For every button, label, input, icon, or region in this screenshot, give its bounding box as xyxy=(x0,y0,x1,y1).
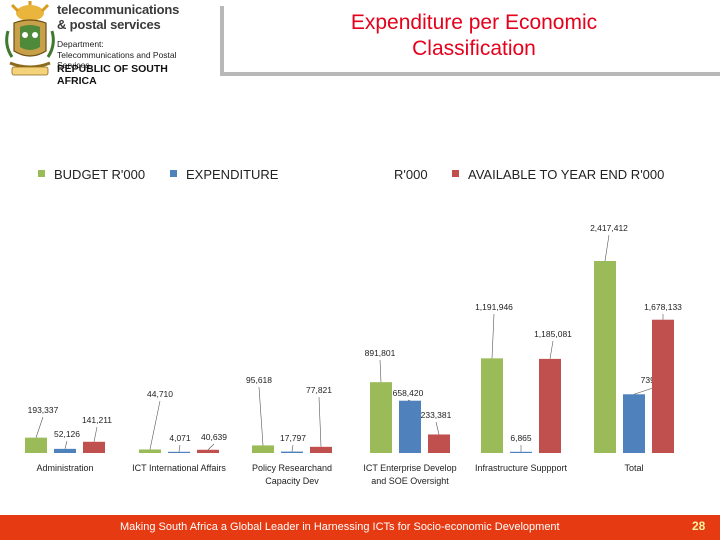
category-label-3-1: and SOE Oversight xyxy=(371,476,449,486)
data-label-budget-0: 193,337 xyxy=(28,405,59,415)
bar-expenditure-5 xyxy=(623,394,645,453)
category-label-5-0: Total xyxy=(624,463,643,473)
legend-label-expenditure-unit: R'000 xyxy=(394,167,428,182)
leader-line-expenditure-2 xyxy=(291,444,294,452)
slide-title: Expenditure per Economic Classification xyxy=(220,6,720,76)
bar-expenditure-2 xyxy=(281,451,303,453)
leader-line-budget-0 xyxy=(35,416,44,438)
bar-budget-5 xyxy=(594,261,616,453)
legend-item-budget: BUDGET R'000 xyxy=(38,167,145,182)
bar-available-5 xyxy=(652,319,674,453)
data-label-available-3: 233,381 xyxy=(421,410,452,420)
coat-of-arms-icon xyxy=(5,1,55,76)
leader-line-available-0 xyxy=(93,426,98,442)
bar-available-4 xyxy=(539,358,561,453)
bar-expenditure-1 xyxy=(168,451,190,453)
leader-line-budget-2 xyxy=(258,386,264,446)
legend-item-available: AVAILABLE TO YEAR END R'000 xyxy=(452,167,664,182)
bar-available-3 xyxy=(428,434,450,453)
title-line-1: Expenditure per Economic xyxy=(350,11,598,34)
leader-line-available-4 xyxy=(549,340,554,359)
legend-item-expenditure: EXPENDITURE xyxy=(170,167,278,182)
legend-swatch-budget xyxy=(38,170,45,177)
data-label-available-0: 141,211 xyxy=(82,415,112,425)
department-name: Telecommunications and Postal Services xyxy=(57,50,177,70)
leader-line-budget-3 xyxy=(379,359,382,383)
data-label-budget-3: 891,801 xyxy=(365,348,396,358)
bar-budget-0 xyxy=(25,437,47,453)
legend-swatch-expenditure xyxy=(170,170,177,177)
bar-expenditure-4 xyxy=(510,451,532,453)
leader-line-expenditure-3 xyxy=(407,399,411,401)
data-label-available-1: 40,639 xyxy=(201,432,227,442)
leader-line-budget-4 xyxy=(491,313,495,359)
data-label-expenditure-4: 6,865 xyxy=(510,433,532,443)
legend-label-budget: BUDGET R'000 xyxy=(54,167,146,182)
page-number: 28 xyxy=(692,519,706,533)
data-label-expenditure-3: 658,420 xyxy=(393,388,424,398)
data-label-budget-2: 95,618 xyxy=(246,375,272,385)
data-label-available-5: 1,678,133 xyxy=(644,302,682,312)
legend-swatch-available xyxy=(452,170,459,177)
leader-line-available-2 xyxy=(318,396,322,447)
leader-line-expenditure-0 xyxy=(64,440,68,449)
bar-available-0 xyxy=(83,441,105,453)
bar-expenditure-3 xyxy=(399,400,421,453)
legend-label-expenditure: EXPENDITURE xyxy=(186,167,279,182)
department-label: Department: xyxy=(57,39,104,49)
category-label-2-1: Capacity Dev xyxy=(265,476,319,486)
category-label-3-0: ICT Enterprise Develop xyxy=(363,463,456,473)
leader-line-budget-5 xyxy=(604,234,610,262)
category-label-1-0: ICT International Affairs xyxy=(132,463,226,473)
data-label-budget-4: 1,191,946 xyxy=(475,302,513,312)
footer-slogan: Making South Africa a Global Leader in H… xyxy=(120,521,560,533)
leader-line-available-1 xyxy=(207,443,215,450)
bar-budget-2 xyxy=(252,445,274,453)
data-label-expenditure-0: 52,126 xyxy=(54,429,80,439)
bar-budget-4 xyxy=(481,358,503,453)
leader-line-expenditure-1 xyxy=(178,444,181,452)
data-label-budget-1: 44,710 xyxy=(147,389,173,399)
bar-expenditure-0 xyxy=(54,448,76,453)
bar-budget-3 xyxy=(370,382,392,453)
data-label-expenditure-2: 17,797 xyxy=(280,433,306,443)
bar-available-1 xyxy=(197,449,219,453)
country-name: REPUBLIC OF SOUTH AFRICA xyxy=(57,63,168,87)
leader-line-budget-1 xyxy=(149,400,161,450)
title-line-2: Classification xyxy=(412,37,536,60)
category-label-2-0: Policy Researchand xyxy=(252,463,332,473)
data-label-available-4: 1,185,081 xyxy=(534,329,572,339)
category-label-0-0: Administration xyxy=(36,463,93,473)
brand-line-2: & postal services xyxy=(57,17,161,32)
footer-bar: Making South Africa a Global Leader in H… xyxy=(0,515,720,540)
bar-available-2 xyxy=(310,446,332,453)
data-label-available-2: 77,821 xyxy=(306,385,332,395)
bar-budget-1 xyxy=(139,449,161,453)
category-label-4-0: Infrastructure Suppport xyxy=(475,463,568,473)
department-logo: telecommunications & postal services Dep… xyxy=(0,0,210,87)
data-label-expenditure-1: 4,071 xyxy=(169,433,191,443)
data-label-budget-5: 2,417,412 xyxy=(590,223,628,233)
brand-line-1: telecommunications xyxy=(57,2,180,17)
leader-line-available-3 xyxy=(435,421,440,435)
legend-label-available: AVAILABLE TO YEAR END R'000 xyxy=(468,167,665,182)
